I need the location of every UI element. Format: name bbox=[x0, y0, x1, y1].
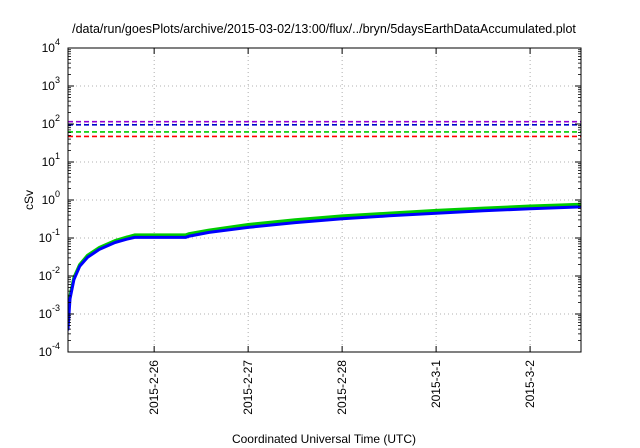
x-tick-label: 2015-2-28 bbox=[335, 360, 349, 415]
x-tick-label: 2015-3-2 bbox=[523, 360, 537, 408]
y-tick-label: 100 bbox=[42, 189, 60, 207]
x-axis-ticks: 2015-2-26 2015-2-27 2015-2-28 2015-3-1 2015-… bbox=[147, 48, 537, 415]
y-tick-label: 103 bbox=[42, 75, 60, 93]
y-tick-label: 10-2 bbox=[39, 265, 60, 283]
x-axis-label: Coordinated Universal Time (UTC) bbox=[232, 432, 416, 446]
threshold-lines bbox=[68, 120, 581, 138]
x-tick-label: 2015-3-1 bbox=[429, 360, 443, 408]
y-tick-label: 10-3 bbox=[39, 303, 60, 321]
y-tick-label: 104 bbox=[42, 37, 60, 55]
x-tick-label: 2015-2-27 bbox=[241, 360, 255, 415]
y-tick-label: 101 bbox=[42, 151, 60, 169]
data-series bbox=[68, 202, 581, 331]
y-tick-label: 102 bbox=[42, 113, 60, 131]
series-line bbox=[68, 205, 581, 331]
y-axis-ticks: 10-4 10-3 10-2 10-1 100 101 102 103 104 bbox=[39, 37, 581, 359]
y-tick-label: 10-1 bbox=[39, 227, 60, 245]
x-tick-label: 2015-2-26 bbox=[147, 360, 161, 415]
grid bbox=[68, 48, 581, 352]
y-axis-label: cSv bbox=[22, 190, 36, 210]
chart-title: /data/run/goesPlots/archive/2015-03-02/1… bbox=[72, 22, 576, 36]
y-tick-label: 10-4 bbox=[39, 341, 60, 359]
